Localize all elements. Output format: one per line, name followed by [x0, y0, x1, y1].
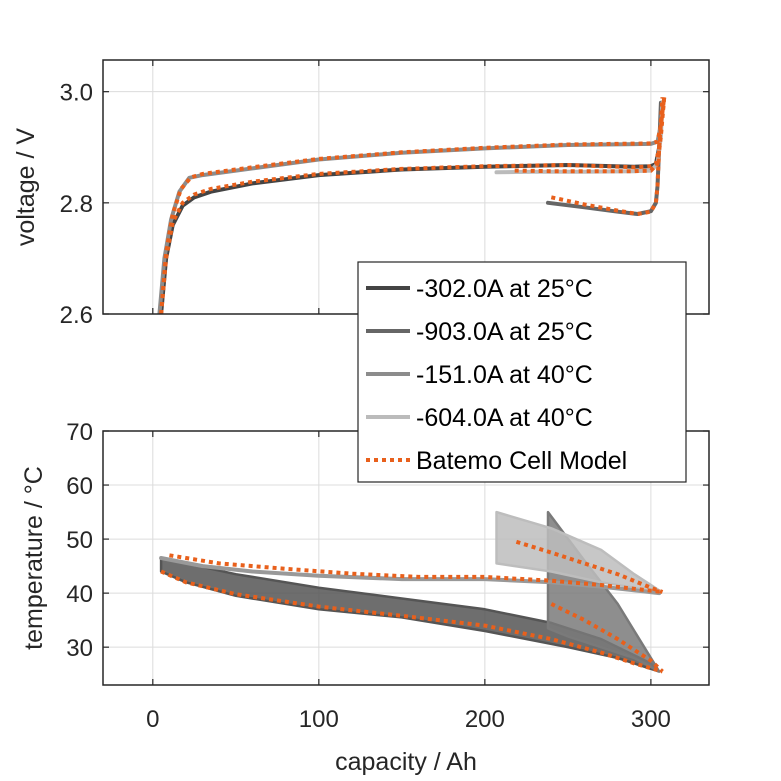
legend-label: -302.0A at 25°C — [416, 275, 593, 303]
y-tick-label: 3.0 — [60, 80, 93, 107]
voltage-model-line — [159, 97, 667, 314]
temperature-series — [159, 510, 664, 674]
temperature-model-line — [160, 569, 664, 674]
legend-label: -604.0A at 40°C — [416, 404, 593, 432]
voltage-ylabel: voltage / V — [12, 128, 40, 246]
temperature-model-line — [550, 602, 664, 673]
temperature-model-line — [169, 553, 663, 594]
voltage-ticks: 2.6 2.8 3.0 — [60, 60, 709, 329]
y-tick-label: 70 — [66, 419, 93, 446]
x-tick-label: 300 — [631, 706, 671, 733]
y-tick-label: 30 — [66, 635, 93, 662]
temperature-ticks: 0 100 200 300 30 40 50 60 70 — [66, 419, 709, 733]
legend-item: -903.0A at 25°C — [366, 318, 593, 346]
y-tick-label: 2.8 — [60, 191, 93, 218]
legend-label: -903.0A at 25°C — [416, 318, 593, 346]
temperature-ylabel: temperature / °C — [20, 466, 48, 650]
y-tick-label: 50 — [66, 527, 93, 554]
voltage-model-line — [159, 96, 667, 314]
legend-box — [357, 261, 687, 483]
legend-label: -151.0A at 40°C — [416, 361, 593, 389]
y-tick-label: 2.6 — [60, 302, 93, 329]
legend-item: Batemo Cell Model — [366, 447, 627, 475]
legend-item: -302.0A at 25°C — [366, 275, 593, 303]
voltage-series — [157, 96, 667, 314]
y-tick-label: 40 — [66, 581, 93, 608]
x-tick-label: 100 — [299, 706, 339, 733]
capacity-xlabel: capacity / Ah — [335, 748, 477, 776]
voltage-grid — [103, 60, 709, 315]
x-tick-label: 200 — [465, 706, 505, 733]
voltage-model-line — [514, 97, 667, 174]
voltage-model-line — [550, 97, 665, 217]
y-tick-label: 60 — [66, 473, 93, 500]
legend-item: -604.0A at 40°C — [366, 404, 593, 432]
legend-label: Batemo Cell Model — [416, 447, 627, 475]
legend: -302.0A at 25°C -903.0A at 25°C -151.0A at… — [357, 261, 687, 483]
legend-item: -151.0A at 40°C — [366, 361, 593, 389]
temperature-model-line — [515, 539, 664, 594]
x-tick-label: 0 — [146, 706, 159, 733]
